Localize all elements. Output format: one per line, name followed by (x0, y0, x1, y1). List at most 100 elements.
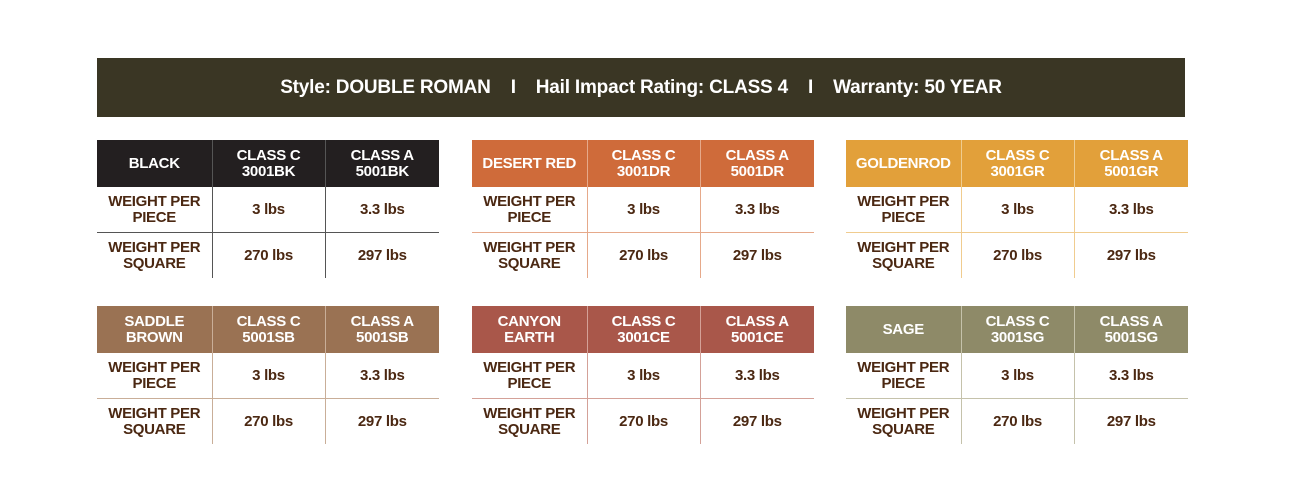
value-cell: 270 lbs (212, 232, 326, 278)
row-label: WEIGHT PER PIECE (483, 192, 576, 226)
weight-value: 297 lbs (357, 412, 407, 430)
class-a-header: CLASS A 5001GR (1074, 140, 1188, 187)
weight-value: 270 lbs (993, 412, 1042, 430)
class-label: CLASS C (236, 146, 301, 164)
color-table-goldenrod: GOLDENROD CLASS C 3001GR CLASS A 5001GR WE… (846, 140, 1188, 278)
row-label-cell: WEIGHT PER SQUARE (472, 232, 588, 278)
table-row: WEIGHT PER PIECE 3 lbs 3.3 lbs (846, 187, 1188, 233)
weight-value: 3 lbs (1001, 200, 1034, 218)
weight-value: 3.3 lbs (359, 366, 405, 384)
row-label-cell: WEIGHT PER SQUARE (97, 398, 213, 444)
spec-banner: Style: DOUBLE ROMAN I Hail Impact Rating… (97, 58, 1185, 117)
product-code: 5001GR (1104, 162, 1159, 180)
weight-value: 297 lbs (1106, 412, 1156, 430)
product-code: 3001BK (241, 162, 296, 180)
color-name-cell: SAGE (846, 306, 962, 353)
weight-value: 3 lbs (627, 366, 660, 384)
color-name-cell: SADDLE BROWN (97, 306, 213, 353)
row-label-cell: WEIGHT PER PIECE (472, 187, 588, 233)
weight-value: 270 lbs (619, 412, 668, 430)
row-label: WEIGHT PER SQUARE (857, 238, 950, 272)
color-name: SADDLE BROWN (124, 312, 185, 346)
row-label: WEIGHT PER PIECE (857, 192, 950, 226)
table-row: WEIGHT PER SQUARE 270 lbs 297 lbs (472, 232, 814, 278)
color-name-cell: DESERT RED (472, 140, 588, 187)
table-row: WEIGHT PER SQUARE 270 lbs 297 lbs (97, 232, 439, 279)
value-cell: 3 lbs (961, 353, 1075, 399)
class-a-header: CLASS A 5001SB (325, 306, 439, 353)
weight-value: 3.3 lbs (1108, 200, 1154, 218)
value-cell: 270 lbs (961, 232, 1075, 278)
header-row: GOLDENROD CLASS C 3001GR CLASS A 5001GR (846, 140, 1188, 187)
color-table-canyon-earth: CANYON EARTH CLASS C 3001CE CLASS A 5001CE … (472, 306, 814, 444)
product-code: 5001DR (730, 162, 785, 180)
class-label: CLASS A (350, 312, 414, 330)
value-cell: 297 lbs (1074, 399, 1188, 445)
product-code: 3001SG (990, 328, 1045, 346)
product-code: 5001BK (355, 162, 410, 180)
value-cell: 270 lbs (587, 398, 701, 444)
value-cell: 270 lbs (961, 398, 1075, 444)
class-c-header: CLASS C 5001SB (212, 306, 326, 353)
value-cell: 3.3 lbs (325, 187, 439, 233)
product-code: 3001GR (990, 162, 1045, 180)
color-name-cell: BLACK (97, 140, 213, 187)
table-row: WEIGHT PER SQUARE 270 lbs 297 lbs (97, 398, 439, 445)
row-label-cell: WEIGHT PER PIECE (846, 353, 962, 399)
weight-value: 270 lbs (993, 246, 1042, 264)
class-label: CLASS C (236, 312, 301, 330)
weight-value: 297 lbs (732, 412, 782, 430)
row-label: WEIGHT PER PIECE (108, 358, 201, 392)
weight-value: 297 lbs (732, 246, 782, 264)
row-label: WEIGHT PER SQUARE (108, 404, 201, 438)
value-cell: 3.3 lbs (325, 353, 439, 399)
row-label: WEIGHT PER PIECE (483, 358, 576, 392)
value-cell: 297 lbs (325, 233, 439, 279)
value-cell: 3 lbs (961, 187, 1075, 233)
product-code: 5001SB (242, 328, 295, 346)
class-a-header: CLASS A 5001SG (1074, 306, 1188, 353)
table-row: WEIGHT PER SQUARE 270 lbs 297 lbs (472, 398, 814, 444)
row-label-cell: WEIGHT PER PIECE (97, 353, 213, 399)
weight-value: 3 lbs (252, 366, 285, 384)
color-name: BLACK (128, 154, 180, 172)
value-cell: 3.3 lbs (700, 187, 814, 233)
table-row: WEIGHT PER PIECE 3 lbs 3.3 lbs (472, 353, 814, 399)
weight-value: 270 lbs (244, 246, 293, 264)
color-name: CANYON EARTH (497, 312, 562, 346)
style-label: Style: DOUBLE ROMAN (280, 76, 491, 98)
class-label: CLASS A (725, 312, 789, 330)
color-name: GOLDENROD (855, 154, 951, 172)
class-label: CLASS C (985, 312, 1050, 330)
class-label: CLASS C (985, 146, 1050, 164)
row-label: WEIGHT PER SQUARE (108, 238, 201, 272)
color-table-black: BLACK CLASS C 3001BK CLASS A 5001BK WEIGHT… (97, 140, 439, 278)
header-row: SAGE CLASS C 3001SG CLASS A 5001SG (846, 306, 1188, 353)
color-table-desert-red: DESERT RED CLASS C 3001DR CLASS A 5001DR W… (472, 140, 814, 278)
class-a-header: CLASS A 5001DR (700, 140, 814, 187)
header-row: BLACK CLASS C 3001BK CLASS A 5001BK (97, 140, 439, 187)
row-label-cell: WEIGHT PER PIECE (846, 187, 962, 233)
product-code: 5001SB (356, 328, 409, 346)
value-cell: 3.3 lbs (700, 353, 814, 399)
value-cell: 270 lbs (212, 398, 326, 444)
color-name: SAGE (882, 320, 925, 338)
class-c-header: CLASS C 3001DR (587, 140, 701, 187)
value-cell: 297 lbs (1074, 233, 1188, 279)
table-row: WEIGHT PER PIECE 3 lbs 3.3 lbs (472, 187, 814, 233)
row-label-cell: WEIGHT PER SQUARE (846, 232, 962, 278)
value-cell: 3 lbs (212, 187, 326, 233)
weight-value: 3 lbs (627, 200, 660, 218)
class-c-header: CLASS C 3001CE (587, 306, 701, 353)
row-label-cell: WEIGHT PER PIECE (97, 187, 213, 233)
value-cell: 3 lbs (587, 187, 701, 233)
weight-value: 297 lbs (357, 246, 407, 264)
value-cell: 270 lbs (587, 232, 701, 278)
row-label: WEIGHT PER PIECE (857, 358, 950, 392)
table-row: WEIGHT PER PIECE 3 lbs 3.3 lbs (97, 187, 439, 233)
value-cell: 297 lbs (325, 399, 439, 445)
row-label-cell: WEIGHT PER SQUARE (846, 398, 962, 444)
row-label: WEIGHT PER SQUARE (483, 238, 576, 272)
weight-value: 297 lbs (1106, 246, 1156, 264)
header-row: DESERT RED CLASS C 3001DR CLASS A 5001DR (472, 140, 814, 187)
